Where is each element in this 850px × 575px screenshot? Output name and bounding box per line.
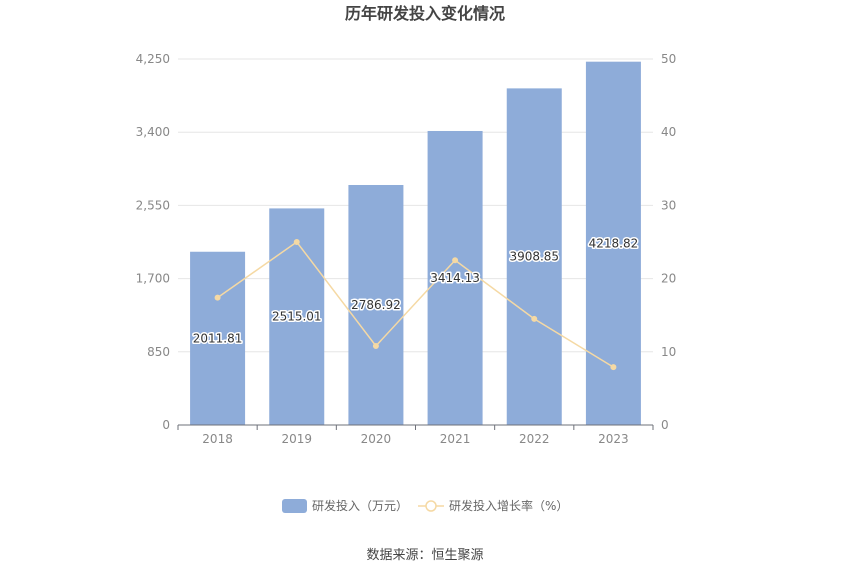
- y-left-tick-label: 3,400: [136, 125, 170, 139]
- y-right-tick-label: 0: [661, 418, 669, 432]
- bar: [348, 184, 404, 425]
- legend-swatch-bar: [282, 499, 307, 513]
- bar: [506, 88, 562, 426]
- gridlines: [178, 58, 653, 353]
- y-left-tick-label: 850: [147, 345, 170, 359]
- bar: [190, 251, 246, 425]
- bar-data-label: 2011.81: [193, 331, 243, 345]
- bar-data-label: 4218.82: [589, 236, 639, 250]
- x-tick-label: 2022: [519, 432, 550, 446]
- y-right-tick-label: 50: [661, 52, 676, 66]
- data-labels: 2011.81 2515.01 2786.92 3414.13 3908.85 4218.…: [191, 235, 639, 347]
- line-point: [452, 257, 459, 264]
- legend-label-bar: 研发投入（万元）: [312, 498, 408, 513]
- x-tick-label: 2019: [281, 432, 312, 446]
- y-left-tick-label: 4,250: [136, 52, 170, 66]
- y-right-tick-label: 30: [661, 198, 676, 212]
- legend-item-bar: 研发投入（万元）: [282, 498, 408, 513]
- bar: [427, 130, 483, 425]
- bar-series: [190, 61, 641, 426]
- line-series: [214, 239, 617, 371]
- y-left-tick-label: 1,700: [136, 272, 170, 286]
- x-tick-label: 2020: [361, 432, 392, 446]
- y-right-tick-label: 10: [661, 345, 676, 359]
- y-right-tick-label: 40: [661, 125, 676, 139]
- legend-item-line: 研发投入增长率（%）: [418, 498, 568, 513]
- bar-data-label: 3414.13: [430, 271, 480, 285]
- y-right-tick-label: 20: [661, 272, 676, 286]
- line-point: [214, 294, 221, 301]
- bar-data-label: 2515.01: [272, 310, 322, 324]
- line-point: [610, 364, 617, 371]
- x-tick-label: 2018: [202, 432, 233, 446]
- growth-rate-line: [217, 240, 614, 368]
- x-tick-label: 2021: [440, 432, 471, 446]
- line-point: [293, 239, 300, 245]
- legend-label-line: 研发投入增长率（%）: [449, 498, 568, 513]
- bar-data-label: 3908.85: [509, 250, 559, 264]
- bar-data-label: 2786.92: [351, 298, 401, 312]
- x-tick-label: 2023: [598, 432, 629, 446]
- y-left-tick-label: 0: [162, 418, 170, 432]
- line-point: [372, 342, 379, 349]
- source-note: 数据来源：恒生聚源: [366, 548, 483, 563]
- axes: 0 0 850 10 1,700 20 2,550 30 3,400 40 4,250 50 2018 2…: [136, 52, 677, 446]
- line-point: [531, 315, 538, 322]
- legend[interactable]: 研发投入（万元） 研发投入增长率（%）: [282, 498, 568, 513]
- y-left-tick-label: 2,550: [136, 198, 170, 212]
- chart-title: 历年研发投入变化情况: [345, 4, 505, 23]
- legend-swatch-marker: [425, 500, 437, 512]
